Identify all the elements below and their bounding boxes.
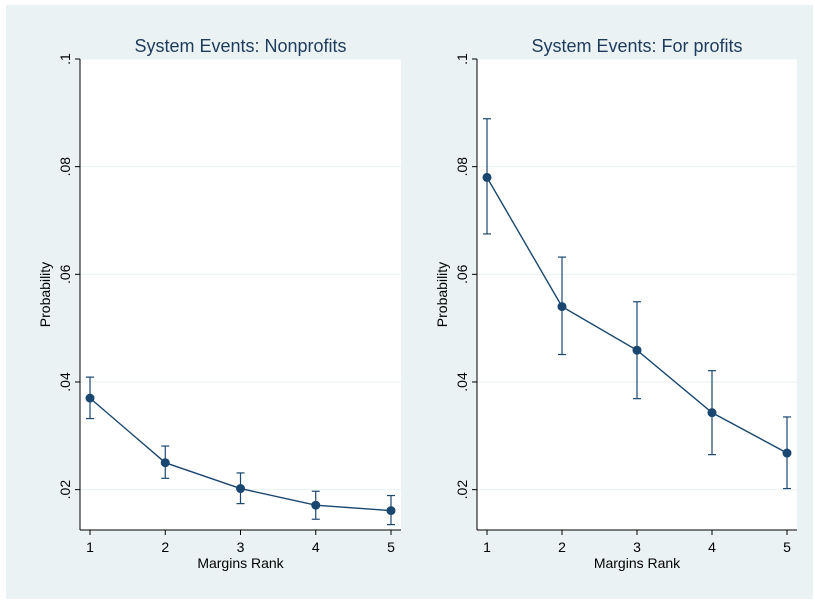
y-tick-label: .04 [57,372,73,392]
x-tick-label: 4 [708,539,716,555]
x-tick-label: 2 [161,539,169,555]
y-tick-label: .02 [454,480,470,500]
y-tick-label: .06 [454,264,470,284]
data-point-0 [482,172,492,182]
data-point-3 [311,500,321,510]
data-point-2 [632,345,642,355]
y-tick-label: .1 [57,53,73,65]
plot-area [80,59,401,530]
data-point-1 [160,458,170,468]
data-point-4 [782,448,792,458]
x-axis-title: Margins Rank [197,555,284,571]
data-point-1 [557,302,567,312]
chart-panel-for-profits: .02 .04 .06 .08 .1 1 2 3 4 5 Margins Rank Probabili… [434,36,797,571]
y-tick-label: .1 [454,53,470,65]
y-tick-label: .08 [57,157,73,177]
y-axis-title: Probability [37,262,53,327]
x-tick-label: 5 [783,539,791,555]
y-tick-label: .02 [57,480,73,500]
data-point-3 [707,408,717,418]
plot-area [477,59,797,530]
data-point-4 [386,506,396,516]
chart-title: System Events: For profits [531,36,742,56]
y-tick-label: .04 [454,372,470,392]
x-tick-label: 3 [237,539,245,555]
y-tick-label: .08 [454,157,470,177]
data-point-2 [236,484,245,494]
chart-title: System Events: Nonprofits [134,36,346,56]
x-tick-label: 4 [312,539,320,555]
x-tick-label: 2 [558,539,566,555]
y-axis-title: Probability [434,262,450,327]
x-tick-label: 1 [86,539,94,555]
chart-panel-nonprofits: .02 .04 .06 .08 .1 1 2 3 4 5 Margins Rank Probabili… [37,36,401,571]
x-tick-label: 5 [387,539,395,555]
x-axis-title: Margins Rank [594,555,681,571]
x-tick-label: 1 [483,539,491,555]
y-tick-label: .06 [57,264,73,284]
data-point-0 [85,393,95,403]
x-tick-label: 3 [633,539,641,555]
